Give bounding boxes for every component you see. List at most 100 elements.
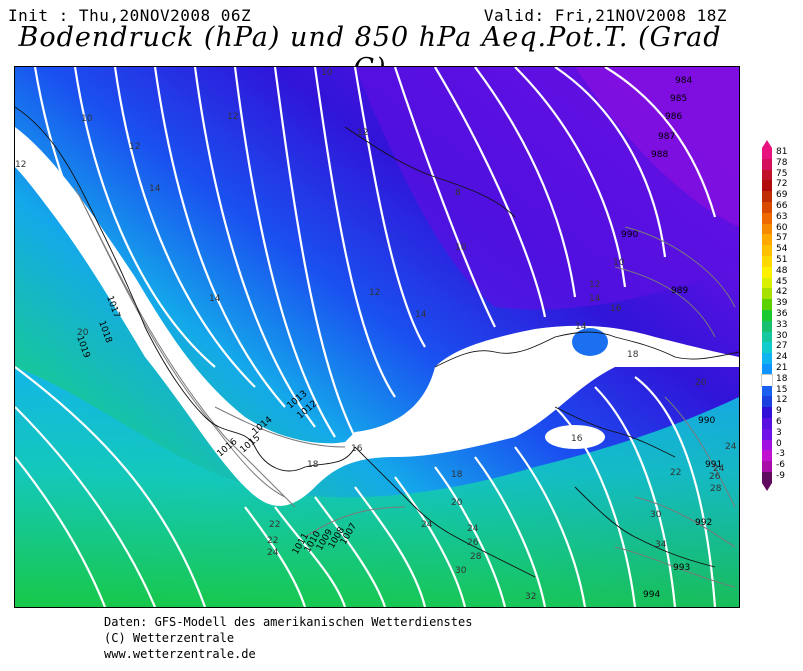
legend-swatch [762, 234, 772, 246]
legend-swatch [762, 169, 772, 181]
legend-label: 66 [776, 200, 788, 211]
theta-label: 18 [627, 350, 639, 360]
legend-level: 21 [760, 362, 800, 375]
theta-label-group: 10 12 14 12 10 12 14 14 12 16 10 18 20 2… [15, 68, 737, 602]
legend-level: 15 [760, 384, 800, 397]
theta-label: 16 [571, 434, 583, 444]
legend-label: 51 [776, 254, 788, 265]
legend-level: 9 [760, 406, 800, 418]
legend-swatch [762, 320, 772, 332]
theta-label: 24 [467, 524, 479, 534]
theta-label: 26 [709, 472, 721, 482]
legend-swatch [762, 201, 772, 213]
footer-copyright: (C) Wetterzentrale [104, 631, 235, 645]
legend-rows: 81 78 75 72 69 66 63 60 57 54 51 48 45 42 39 36 33 30 27 24… [760, 147, 800, 483]
legend-arrow-top [762, 140, 772, 148]
legend-label: 78 [776, 157, 788, 168]
color-legend: 81 78 75 72 69 66 63 60 57 54 51 48 45 42 39 36 33 30 27 24… [760, 140, 800, 491]
theta-label: 16 [610, 304, 622, 314]
legend-swatch [762, 255, 772, 267]
legend-swatch [762, 428, 772, 440]
theta-18-island [545, 425, 605, 449]
legend-swatch [762, 461, 772, 472]
theta-label: 14 [149, 184, 161, 194]
legend-level: 75 [760, 169, 800, 181]
legend-label: 63 [776, 211, 788, 222]
theta-label: 18 [451, 470, 463, 480]
legend-label: 9 [776, 406, 782, 417]
legend-level: -6 [760, 460, 800, 472]
coastlines [15, 106, 739, 578]
pressure-label: 990 [621, 230, 638, 240]
legend-swatch [762, 299, 772, 310]
legend-label: 12 [776, 395, 788, 406]
theta-label: 34 [655, 540, 667, 550]
theta-label: 12 [129, 142, 140, 152]
legend-level: 72 [760, 179, 800, 192]
legend-label: 3 [776, 427, 782, 438]
legend-swatch [762, 363, 772, 375]
legend-swatch [762, 148, 772, 159]
legend-swatch [762, 396, 772, 408]
theta-label: 12 [15, 160, 26, 170]
footer-url[interactable]: www.wetterzentrale.de [104, 647, 256, 661]
legend-label: -3 [776, 449, 785, 460]
legend-swatch [762, 471, 772, 483]
pressure-label: 993 [673, 563, 690, 573]
legend-level: 51 [760, 254, 800, 267]
theta-label: 20 [77, 328, 89, 338]
legend-swatch [762, 266, 772, 278]
legend-level: 12 [760, 395, 800, 408]
legend-level: 27 [760, 341, 800, 354]
legend-level: 57 [760, 233, 800, 246]
theta-label: 26 [467, 538, 479, 548]
theta-label: 10 [321, 68, 333, 78]
legend-label: 54 [776, 244, 788, 255]
legend-label: 39 [776, 298, 788, 309]
legend-label: -6 [776, 460, 785, 471]
legend-label: 30 [776, 330, 788, 341]
legend-level: 60 [760, 222, 800, 235]
footer: Daten: GFS-Modell des amerikanischen Wet… [104, 614, 472, 662]
theta-label: 24 [421, 520, 433, 530]
legend-label: 69 [776, 190, 788, 201]
pressure-label: 985 [670, 94, 687, 104]
legend-label: 21 [776, 362, 788, 373]
legend-label: 57 [776, 233, 788, 244]
legend-label: 18 [776, 373, 788, 384]
legend-level: 45 [760, 277, 800, 289]
legend-level: 30 [760, 330, 800, 343]
legend-swatch [762, 385, 772, 397]
legend-label: 0 [776, 438, 782, 449]
legend-label: 48 [776, 265, 788, 276]
legend-label: 72 [776, 179, 788, 190]
theta-isolines [15, 67, 717, 607]
theta-18-band [15, 127, 739, 506]
theta-label: 28 [710, 484, 722, 494]
theta-label: 14 [415, 310, 427, 320]
isobars [74, 186, 736, 588]
legend-label: 15 [776, 384, 788, 395]
pressure-label: 992 [695, 518, 712, 528]
footer-data-source: Daten: GFS-Modell des amerikanischen Wet… [104, 615, 473, 629]
legend-swatch [762, 223, 772, 235]
theta-label: 10 [81, 114, 93, 124]
legend-level: -3 [760, 449, 800, 462]
legend-label: 60 [776, 222, 788, 233]
theta-label: 14 [589, 294, 601, 304]
legend-swatch [762, 288, 772, 300]
theta-label: 24 [713, 464, 725, 474]
pressure-label: 989 [671, 286, 688, 296]
legend-swatch [762, 191, 772, 202]
legend-swatch [762, 342, 772, 354]
theta-label: 32 [525, 592, 536, 602]
valid-time: Valid: Fri,21NOV2008 18Z [483, 6, 727, 25]
legend-level: 33 [760, 320, 800, 332]
legend-swatch [762, 407, 772, 418]
theta-label: 14 [575, 322, 587, 332]
theta-label: 22 [267, 536, 278, 546]
legend-label: -9 [776, 470, 785, 481]
theta-label: 10 [613, 258, 625, 268]
legend-level: 6 [760, 417, 800, 429]
theta-label: 22 [670, 468, 681, 478]
